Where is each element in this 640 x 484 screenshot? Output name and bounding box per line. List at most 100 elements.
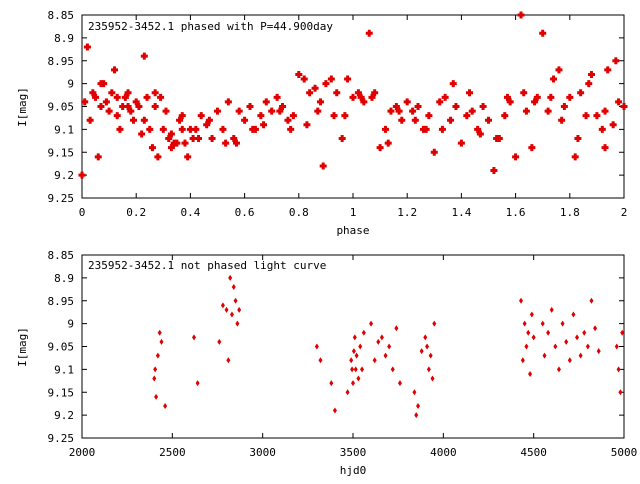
phased-data-point <box>620 103 628 110</box>
unphased-data-point <box>360 366 365 373</box>
phased-data-point <box>612 57 620 65</box>
phased-data-point <box>457 139 465 147</box>
unphased-points <box>152 274 625 419</box>
phased-data-point <box>506 98 514 106</box>
phased-data-point <box>601 107 609 115</box>
phased-data-point <box>184 153 192 161</box>
unphased-data-point <box>224 306 229 313</box>
unphased-x-tick-label: 5000 <box>611 446 638 459</box>
unphased-data-point <box>618 389 623 396</box>
phased-data-point <box>257 112 265 120</box>
phased-data-point <box>574 135 582 143</box>
phased-data-point <box>241 116 249 124</box>
phased-data-point <box>490 167 498 175</box>
phased-data-point <box>83 43 91 51</box>
phased-data-point <box>422 125 430 133</box>
unphased-data-point <box>329 380 334 387</box>
unphased-data-point <box>397 380 402 387</box>
phased-data-point <box>425 112 433 120</box>
phased-data-point <box>382 125 390 133</box>
phased-data-point <box>593 112 601 120</box>
phased-data-point <box>195 135 203 143</box>
unphased-x-tick-label: 3000 <box>249 446 276 459</box>
unphased-y-tick-label: 9.1 <box>54 363 74 376</box>
unphased-x-tick-label: 2000 <box>69 446 96 459</box>
phased-data-point <box>276 107 284 115</box>
phased-y-tick-label: 9.25 <box>48 192 75 205</box>
phased-data-point <box>598 125 606 133</box>
phased-data-point <box>609 121 617 129</box>
phased-y-tick-label: 9.05 <box>48 101 75 114</box>
unphased-data-point <box>345 389 350 396</box>
phased-data-point <box>113 112 121 120</box>
phased-data-point <box>249 125 257 133</box>
phased-data-point <box>452 103 460 110</box>
unphased-data-point <box>430 375 435 382</box>
unphased-data-point <box>520 357 525 364</box>
unphased-data-point <box>332 407 337 414</box>
unphased-data-point <box>361 329 366 336</box>
phased-data-point <box>289 112 297 120</box>
phased-data-point <box>306 89 314 97</box>
phased-data-point <box>92 93 100 101</box>
phased-data-point <box>449 80 457 88</box>
unphased-data-point <box>350 366 355 373</box>
phased-y-tick-label: 8.85 <box>48 9 75 22</box>
phased-data-point <box>384 139 392 147</box>
unphased-x-ticks: 2000 2500 3000 3500 4000 4500 5000 <box>69 255 638 459</box>
unphased-data-point <box>546 329 551 336</box>
unphased-data-point <box>589 297 594 304</box>
unphased-data-point <box>351 348 356 355</box>
unphased-y-tick-label: 9 <box>67 318 74 331</box>
phased-y-tick-label: 9.1 <box>54 123 74 136</box>
phased-y-tick-label: 9.2 <box>54 169 74 182</box>
phased-y-axis-label: I[mag] <box>16 87 29 127</box>
unphased-y-tick-label: 8.9 <box>54 272 74 285</box>
phased-data-point <box>392 103 400 110</box>
phased-data-point <box>395 107 403 115</box>
phased-data-point <box>181 139 189 147</box>
phased-data-point <box>436 98 444 106</box>
phased-data-point <box>479 103 487 110</box>
phased-data-point <box>260 121 268 129</box>
phased-data-point <box>113 93 121 101</box>
phased-data-point <box>167 144 175 152</box>
unphased-data-point <box>560 320 565 327</box>
unphased-data-point <box>596 348 601 355</box>
phased-x-tick-label: 0.4 <box>180 206 200 219</box>
unphased-data-point <box>228 274 233 281</box>
unphased-data-point <box>353 366 358 373</box>
phased-data-point <box>531 98 539 106</box>
phased-data-point <box>197 112 205 120</box>
phased-data-point <box>111 66 119 74</box>
phased-data-point <box>224 98 232 106</box>
phased-data-point <box>360 98 368 106</box>
phased-data-point <box>157 93 165 101</box>
phased-plot-frame <box>81 14 625 199</box>
phased-data-point <box>550 75 558 83</box>
unphased-data-point <box>414 412 419 419</box>
phased-data-point <box>314 107 322 115</box>
unphased-data-point <box>226 357 231 364</box>
unphased-data-point <box>432 320 437 327</box>
unphased-data-point <box>549 306 554 313</box>
phased-data-point <box>124 89 132 97</box>
phased-x-tick-label: 0.2 <box>126 206 146 219</box>
phased-data-point <box>146 125 154 133</box>
phased-data-point <box>349 93 357 101</box>
phased-data-point <box>165 135 173 143</box>
phased-chart-title: 235952-3452.1 phased with P=44.900day <box>88 20 333 33</box>
unphased-data-point <box>369 320 374 327</box>
phased-data-point <box>205 116 213 124</box>
phased-data-point <box>558 116 566 124</box>
phased-data-point <box>604 66 612 74</box>
phased-data-point <box>268 107 276 115</box>
unphased-y-tick-label: 8.95 <box>48 295 75 308</box>
unphased-data-point <box>553 343 558 350</box>
unphased-data-point <box>314 343 319 350</box>
unphased-data-point <box>593 325 598 332</box>
unphased-x-tick-label: 4000 <box>430 446 457 459</box>
phased-data-point <box>119 103 127 110</box>
unphased-data-point <box>349 357 354 364</box>
unphased-data-point <box>529 311 534 318</box>
